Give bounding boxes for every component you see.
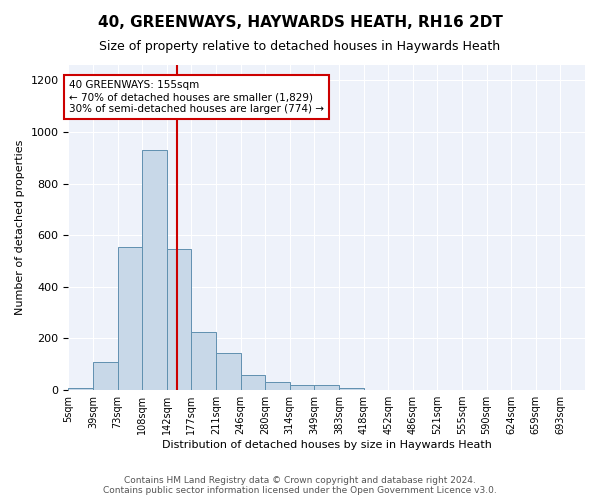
Bar: [265, 382, 290, 390]
Y-axis label: Number of detached properties: Number of detached properties: [15, 140, 25, 315]
Bar: [314, 386, 339, 390]
Text: Contains HM Land Registry data © Crown copyright and database right 2024.
Contai: Contains HM Land Registry data © Crown c…: [103, 476, 497, 495]
Bar: [290, 386, 314, 390]
Text: 40, GREENWAYS, HAYWARDS HEATH, RH16 2DT: 40, GREENWAYS, HAYWARDS HEATH, RH16 2DT: [98, 15, 502, 30]
Bar: [241, 376, 265, 390]
Bar: [216, 352, 241, 390]
Text: 40 GREENWAYS: 155sqm
← 70% of detached houses are smaller (1,829)
30% of semi-de: 40 GREENWAYS: 155sqm ← 70% of detached h…: [69, 80, 324, 114]
Bar: [339, 388, 364, 390]
Bar: [191, 332, 216, 390]
Bar: [167, 250, 191, 390]
Bar: [68, 388, 93, 390]
Text: Size of property relative to detached houses in Haywards Heath: Size of property relative to detached ho…: [100, 40, 500, 53]
Bar: [118, 247, 142, 390]
Bar: [142, 150, 167, 390]
Bar: [93, 362, 118, 390]
X-axis label: Distribution of detached houses by size in Haywards Heath: Distribution of detached houses by size …: [162, 440, 491, 450]
